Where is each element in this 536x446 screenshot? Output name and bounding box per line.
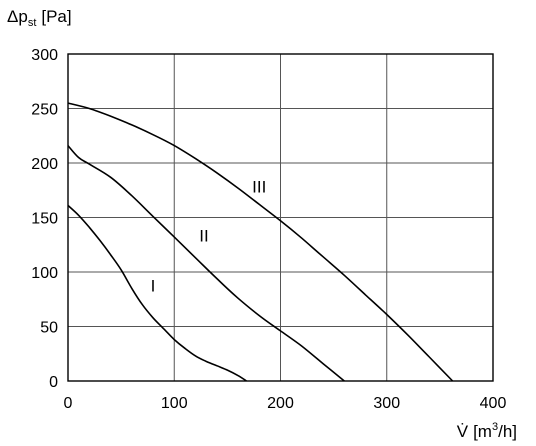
curves <box>67 102 454 382</box>
curve-label: III <box>252 177 266 196</box>
y-tick-label: 0 <box>49 374 58 391</box>
y-axis-symbol: Δp <box>7 7 28 26</box>
x-tick-label: 300 <box>373 395 400 412</box>
curve-label: I <box>151 277 156 296</box>
curve-i <box>67 204 247 382</box>
x-tick-label: 400 <box>480 395 507 412</box>
plot-frame <box>67 53 494 382</box>
x-axis-unit-close: /h] <box>498 422 517 441</box>
y-axis-unit: [Pa] <box>41 7 71 26</box>
y-tick-label: 200 <box>31 156 58 173</box>
curve-ii <box>67 145 345 382</box>
x-axis-title: V̇ [m3/h] <box>457 421 517 441</box>
x-axis-unit-superscript: 3 <box>492 421 498 433</box>
y-tick-label: 150 <box>31 211 58 228</box>
x-tick-label: 200 <box>267 395 294 412</box>
x-tick-label: 0 <box>64 395 73 412</box>
y-tick-label: 100 <box>31 265 58 282</box>
x-axis-symbol: V̇ <box>457 422 469 441</box>
y-axis-title: Δpst [Pa] <box>7 7 72 29</box>
y-tick-labels: 0 50 100 150 200 250 300 <box>31 47 58 391</box>
y-axis-subscript: st <box>28 17 37 29</box>
y-tick-label: 250 <box>31 102 58 119</box>
curve-label: II <box>199 226 208 245</box>
x-tick-label: 100 <box>161 395 188 412</box>
curve-iii <box>67 102 454 382</box>
grid-lines <box>68 54 493 381</box>
y-tick-label: 50 <box>40 320 58 337</box>
x-axis-unit-open: [m <box>473 422 492 441</box>
x-tick-labels: 0 100 200 300 400 <box>64 395 507 412</box>
y-tick-label: 300 <box>31 47 58 64</box>
